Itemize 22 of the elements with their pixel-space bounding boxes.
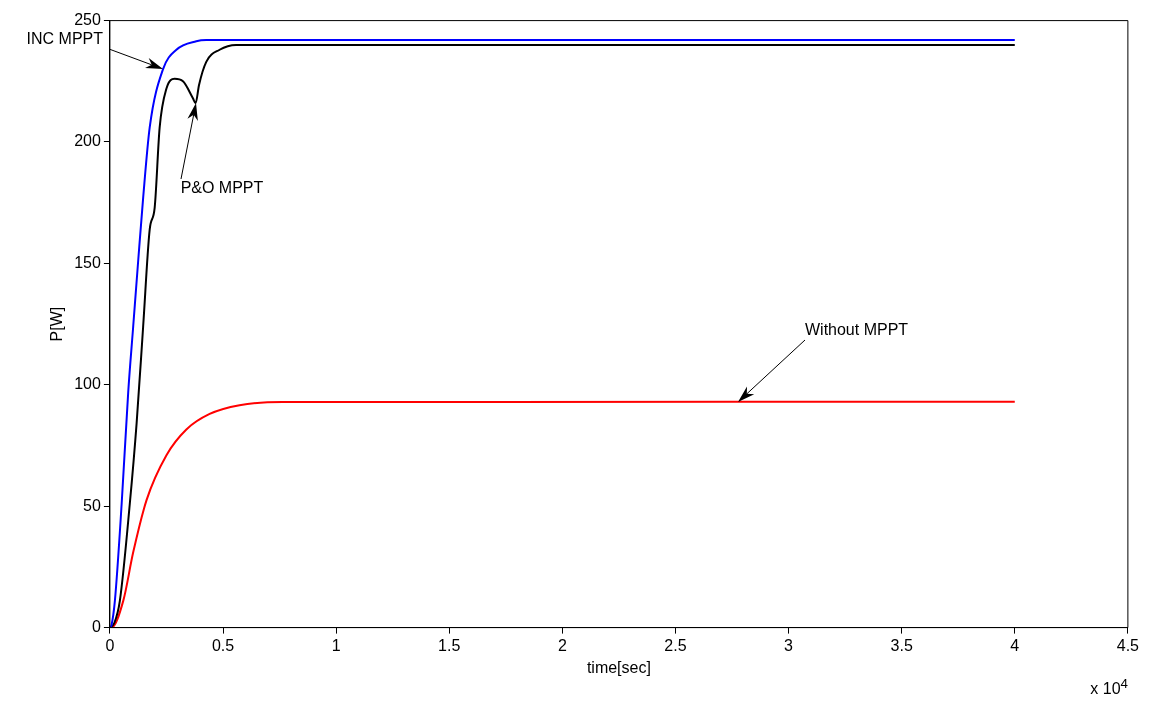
x-tick-label: 2 bbox=[557, 636, 567, 654]
x-tick-label: 3 bbox=[784, 636, 794, 654]
y-tick-label: 200 bbox=[74, 132, 101, 150]
text: INC MPPT bbox=[26, 29, 104, 50]
x-axis-title: time[sec] bbox=[586, 658, 651, 676]
x-tick-label: 4.5 bbox=[1116, 636, 1140, 654]
y-tick-label: 100 bbox=[74, 375, 101, 393]
y-tick-label: 0 bbox=[91, 618, 101, 636]
y-axis-title: P[W] bbox=[48, 306, 66, 342]
x-tick-label: 0.5 bbox=[211, 636, 235, 654]
y-tick-label: 50 bbox=[83, 496, 101, 514]
text: x 10$^{4}$ bbox=[1090, 676, 1128, 699]
text: Without MPPT bbox=[804, 319, 909, 340]
y-tick-label: 150 bbox=[74, 253, 101, 271]
x-tick-label: 1 bbox=[331, 636, 341, 654]
x-tick-label: 3.5 bbox=[890, 636, 913, 654]
x-tick-label: 4 bbox=[1010, 636, 1020, 654]
x-tick-label: 1.5 bbox=[438, 636, 461, 654]
x-tick-label: 0 bbox=[105, 636, 115, 654]
x-tick-label: 2.5 bbox=[664, 636, 687, 654]
y-tick-label: 250 bbox=[74, 11, 101, 29]
series-label: P&O MPPT bbox=[180, 178, 264, 199]
